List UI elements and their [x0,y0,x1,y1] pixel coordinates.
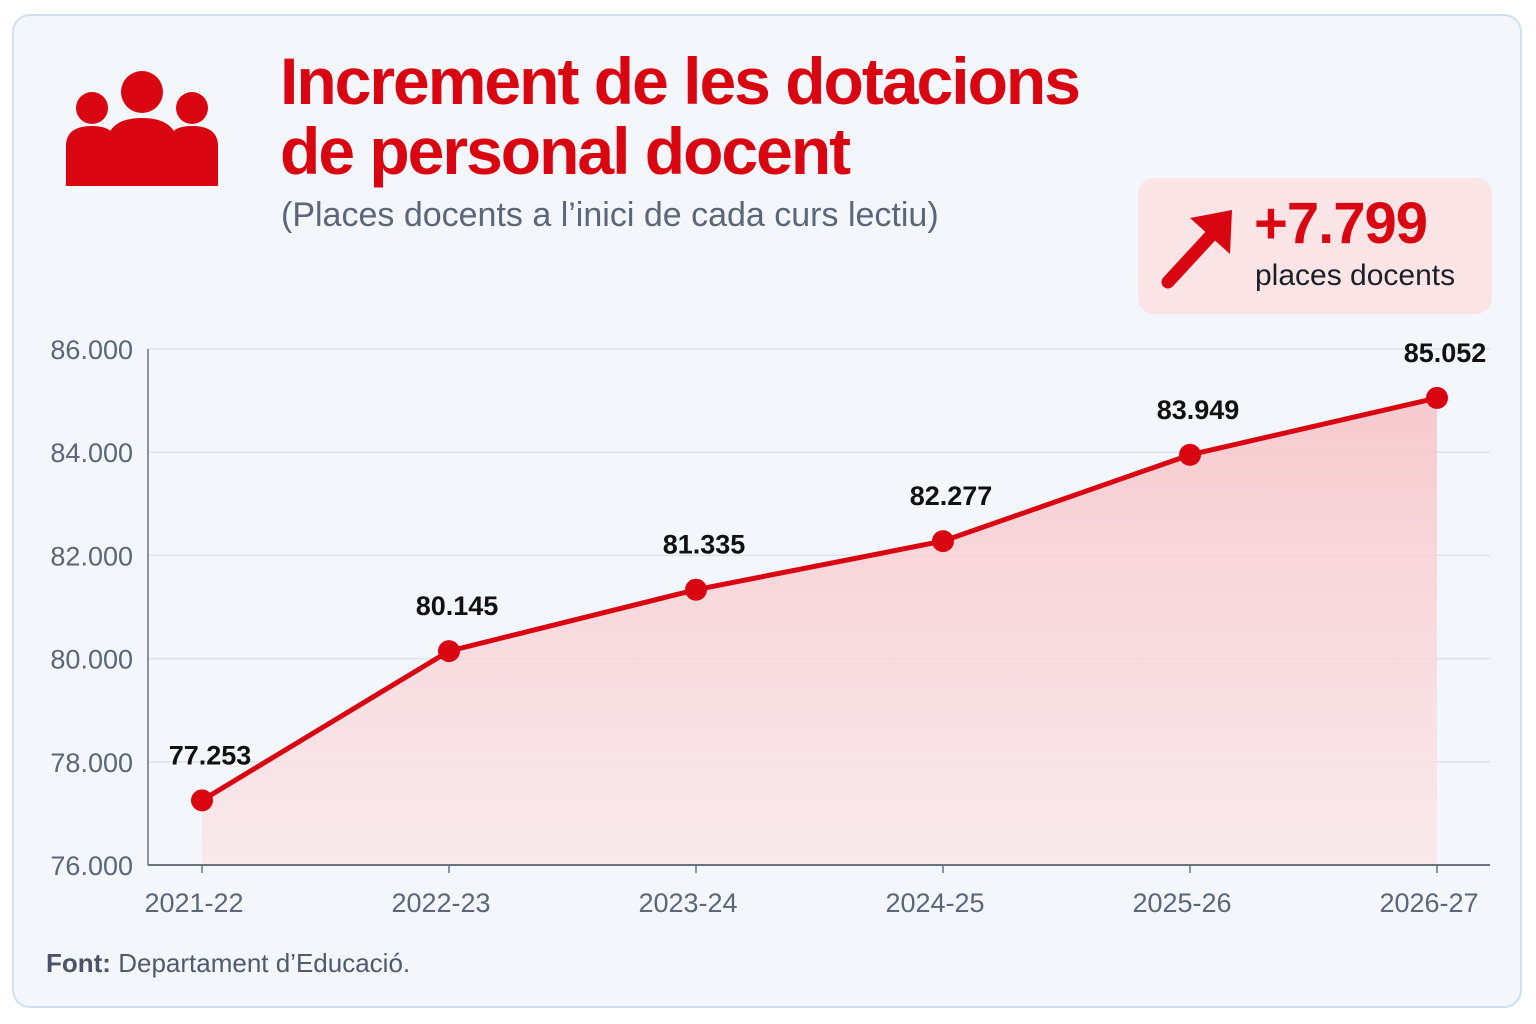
x-tick-label: 2022-23 [391,888,490,918]
data-point [932,530,954,553]
data-point [438,640,460,663]
chart-title: Increment de les dotacions de personal d… [280,44,1081,188]
x-tick-label: 2023-24 [638,888,737,918]
series-area [202,397,1437,865]
x-tick-label: 2021-22 [144,888,243,918]
data-label: 81.335 [663,530,746,560]
data-label: 83.949 [1157,395,1240,425]
x-tick-label: 2025-26 [1132,888,1231,918]
data-labels: 77.253 80.145 81.335 82.277 83.949 85.052 [169,338,1487,770]
y-tick-label: 84.000 [50,438,133,468]
x-tick-labels: 2021-22 2022-23 2023-24 2024-25 2025-26 2026-… [144,888,1478,918]
title-line-1: Increment de les dotacions [280,44,1081,118]
series-path [199,395,1440,803]
source-note: Font: Departament d’Educació. [46,948,410,979]
series-line [199,395,1440,803]
data-points [191,386,1448,812]
area-fill [202,397,1437,865]
y-tick-label: 80.000 [50,645,133,675]
data-label: 77.253 [169,740,252,770]
axes [147,349,1490,873]
y-tick-label: 76.000 [50,851,133,881]
y-tick-label: 82.000 [50,541,133,571]
data-point [1426,386,1448,409]
data-label: 80.145 [416,591,499,621]
y-tick-label: 78.000 [50,748,133,778]
people-group-icon [66,71,218,186]
data-label: 85.052 [1404,338,1487,368]
source-text: Departament d’Educació. [118,948,411,978]
source-label: Font: [46,948,111,978]
data-label: 82.277 [910,481,993,511]
y-tick-label: 86.000 [50,335,133,365]
arrow-up-right-icon [1161,210,1232,289]
data-point [1179,443,1201,466]
increase-label: places docents [1255,259,1456,292]
increase-value: +7.799 [1254,191,1428,256]
x-tick-label: 2026-27 [1379,888,1478,918]
y-tick-labels: 76.000 78.000 80.000 82.000 84.000 86.000 [50,335,133,881]
x-tick-label: 2024-25 [885,888,984,918]
data-point [685,578,707,601]
chart-subtitle: (Places docents a l’inici de cada curs l… [281,196,939,234]
title-line-2: de personal docent [280,114,851,188]
increase-badge: +7.799 places docents [1138,178,1492,314]
data-point [191,789,213,812]
